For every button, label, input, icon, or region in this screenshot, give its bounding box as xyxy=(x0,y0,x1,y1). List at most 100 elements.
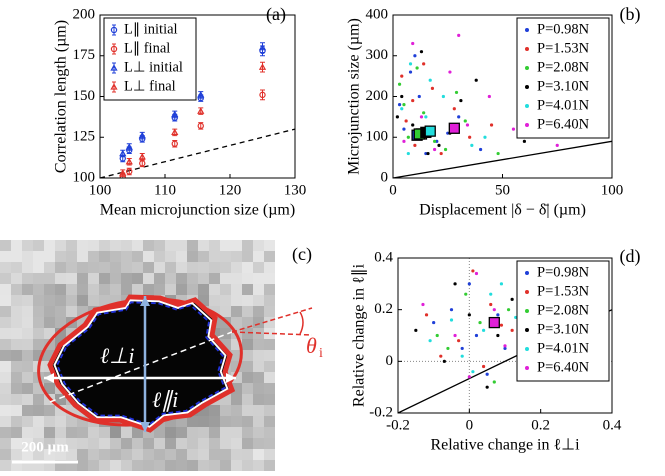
x-tick-label: 130 xyxy=(284,182,307,198)
point xyxy=(489,292,493,296)
image-pixel xyxy=(187,240,198,251)
image-pixel xyxy=(132,460,143,471)
point xyxy=(430,86,435,90)
image-pixel xyxy=(132,438,143,449)
image-pixel xyxy=(220,449,231,460)
theta-sub: i xyxy=(319,346,323,361)
point xyxy=(449,318,454,322)
legend-marker xyxy=(110,64,118,71)
image-pixel xyxy=(242,306,253,317)
image-pixel xyxy=(22,306,33,317)
panel-label: (b) xyxy=(620,4,641,25)
image-pixel xyxy=(66,438,77,449)
image-pixel xyxy=(11,383,22,394)
image-pixel xyxy=(242,383,253,394)
image-pixel xyxy=(110,273,121,284)
image-pixel xyxy=(55,460,66,471)
image-pixel xyxy=(33,284,44,295)
legend-marker xyxy=(525,47,529,51)
image-pixel xyxy=(22,449,33,460)
x-axis-label: Displacement |δ − δ̄| (µm) xyxy=(419,202,586,219)
reference-line xyxy=(393,140,612,178)
legend-label: P=6.40N xyxy=(537,359,590,375)
image-pixel xyxy=(242,251,253,262)
image-pixel xyxy=(0,251,11,262)
point xyxy=(408,62,413,66)
point xyxy=(411,41,415,46)
image-pixel xyxy=(77,295,88,306)
image-pixel xyxy=(132,262,143,273)
image-pixel xyxy=(154,438,165,449)
image-pixel xyxy=(11,416,22,427)
mean-point xyxy=(488,316,500,329)
point xyxy=(452,107,456,111)
panel-label: (d) xyxy=(620,246,641,267)
image-pixel xyxy=(264,350,275,361)
point xyxy=(408,70,413,74)
legend-marker xyxy=(110,45,118,53)
point xyxy=(119,149,127,157)
point xyxy=(482,364,486,369)
image-pixel xyxy=(66,284,77,295)
point xyxy=(487,94,491,99)
image-pixel xyxy=(88,295,99,306)
legend-label: P=1.53N xyxy=(537,40,590,56)
image-pixel xyxy=(264,372,275,383)
legend-marker xyxy=(525,123,529,127)
image-pixel xyxy=(253,405,264,416)
image-pixel xyxy=(187,262,198,273)
image-pixel xyxy=(11,460,22,471)
image-pixel xyxy=(253,438,264,449)
image-pixel xyxy=(132,273,143,284)
image-pixel xyxy=(165,284,176,295)
point xyxy=(397,82,402,86)
panel: 0 50 100 0 100 200 300 400 Displacement |δ − δ̄|… xyxy=(346,4,641,219)
image-pixel xyxy=(22,460,33,471)
x-tick-label: -0.2 xyxy=(386,417,410,433)
image-pixel xyxy=(0,416,11,427)
error-bar xyxy=(260,89,265,101)
image-pixel xyxy=(33,240,44,251)
panel: 100 110 120 130 100 125 150 175 200 Mean microjun… xyxy=(53,4,307,219)
image-pixel xyxy=(154,284,165,295)
image-pixel xyxy=(33,328,44,339)
point xyxy=(471,269,475,273)
image-pixel xyxy=(77,416,88,427)
image-pixel xyxy=(121,284,132,295)
legend-label: P=2.08N xyxy=(537,59,590,75)
image-pixel xyxy=(242,416,253,427)
point xyxy=(453,333,457,338)
image-pixel xyxy=(253,295,264,306)
point xyxy=(125,143,133,150)
point xyxy=(428,339,432,343)
image-pixel xyxy=(110,251,121,262)
point xyxy=(437,143,441,147)
point xyxy=(402,139,406,143)
point xyxy=(511,127,516,131)
image-pixel xyxy=(0,449,11,460)
point xyxy=(415,66,419,70)
image-pixel xyxy=(0,361,11,372)
image-pixel xyxy=(176,460,187,471)
image-pixel xyxy=(22,262,33,273)
point xyxy=(470,143,474,147)
image-pixel xyxy=(55,273,66,284)
image-pixel xyxy=(220,405,231,416)
image-pixel xyxy=(154,240,165,251)
image-pixel xyxy=(22,416,33,427)
image-pixel xyxy=(143,427,154,438)
image-pixel xyxy=(242,273,253,284)
image-pixel xyxy=(220,240,231,251)
image-pixel xyxy=(121,449,132,460)
image-pixel xyxy=(209,251,220,262)
image-pixel xyxy=(88,460,99,471)
image-pixel xyxy=(88,427,99,438)
image-pixel xyxy=(253,284,264,295)
image-pixel xyxy=(231,350,242,361)
image-pixel xyxy=(22,350,33,361)
image-pixel xyxy=(132,240,143,251)
angle-ref xyxy=(231,307,313,333)
image-pixel xyxy=(242,449,253,460)
point xyxy=(119,169,127,176)
image-pixel xyxy=(154,251,165,262)
